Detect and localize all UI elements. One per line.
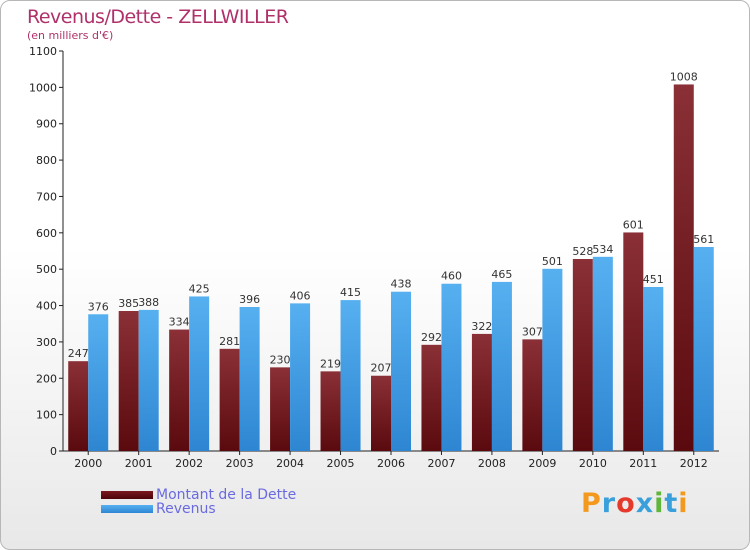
bar-dette [219, 348, 240, 451]
data-label-dette: 219 [320, 357, 341, 370]
y-tick-label: 1000 [29, 81, 57, 94]
data-label-dette: 1008 [670, 70, 698, 83]
proxiti-logo: Proxiti [581, 488, 689, 519]
logo-letter: o [616, 488, 636, 519]
data-label-dette: 334 [169, 316, 190, 329]
data-label-revenus: 438 [391, 278, 412, 291]
logo-letter: i [654, 488, 665, 519]
data-label-revenus: 451 [643, 273, 664, 286]
bar-revenus [693, 247, 714, 451]
y-tick-label: 800 [36, 154, 57, 167]
data-label-revenus: 425 [189, 282, 210, 295]
x-tick-label: 2005 [327, 457, 355, 470]
bar-revenus [441, 283, 462, 451]
bar-dette [169, 329, 190, 451]
bar-dette [68, 361, 89, 451]
bar-dette [623, 232, 644, 451]
y-tick-label: 200 [36, 372, 57, 385]
y-tick-label: 1100 [29, 45, 57, 58]
bar-dette [471, 333, 492, 451]
data-label-revenus: 376 [88, 300, 109, 313]
bar-dette [118, 311, 139, 451]
bar-dette [421, 344, 442, 451]
legend-swatch-revenus [101, 505, 153, 513]
legend-label-dette: Montant de la Dette [156, 487, 297, 503]
data-label-dette: 207 [371, 362, 392, 375]
bar-dette [572, 259, 593, 451]
legend-label-revenus: Revenus [156, 501, 216, 517]
x-tick-label: 2000 [74, 457, 102, 470]
y-tick-label: 500 [36, 263, 57, 276]
data-label-dette: 281 [219, 335, 240, 348]
bar-revenus [542, 268, 563, 451]
data-label-revenus: 388 [138, 296, 159, 309]
data-label-dette: 247 [68, 347, 89, 360]
bar-revenus [138, 309, 159, 451]
x-tick-label: 2009 [528, 457, 556, 470]
data-label-dette: 307 [522, 325, 543, 338]
bar-dette [673, 84, 694, 452]
bar-revenus [290, 303, 311, 451]
logo-letter: r [601, 488, 617, 519]
x-tick-label: 2011 [629, 457, 657, 470]
data-label-revenus: 501 [542, 255, 563, 268]
x-tick-label: 2010 [579, 457, 607, 470]
bar-revenus [491, 281, 512, 451]
data-label-dette: 292 [421, 331, 442, 344]
x-tick-label: 2003 [226, 457, 254, 470]
bar-dette [371, 375, 391, 451]
logo-letter: P [581, 488, 602, 519]
chart-title: Revenus/Dette - ZELLWILLER [27, 6, 289, 28]
x-tick-label: 2001 [125, 457, 153, 470]
x-tick-label: 2004 [276, 457, 304, 470]
y-tick-label: 0 [50, 445, 57, 458]
y-tick-label: 700 [36, 190, 57, 203]
x-tick-label: 2002 [175, 457, 203, 470]
data-label-dette: 601 [623, 218, 644, 231]
data-label-revenus: 406 [290, 289, 311, 302]
logo-letter: i [678, 488, 689, 519]
y-tick-label: 400 [36, 300, 57, 313]
data-label-dette: 322 [471, 320, 492, 333]
x-tick-label: 2012 [680, 457, 708, 470]
y-tick-label: 600 [36, 227, 57, 240]
data-labels-group: 247 376 385 388 334 425 281 396 230 406 219 415 207 4… [68, 70, 715, 374]
bar-revenus [189, 296, 210, 451]
data-label-dette: 230 [270, 353, 291, 366]
x-tick-label: 2008 [478, 457, 506, 470]
bar-dette [270, 367, 291, 451]
bar-revenus [391, 291, 411, 451]
data-label-revenus: 534 [592, 243, 613, 256]
bars-group [68, 84, 714, 452]
y-tick-label: 900 [36, 118, 57, 131]
bar-revenus [88, 314, 109, 451]
data-label-revenus: 396 [239, 293, 260, 306]
data-label-revenus: 460 [441, 270, 462, 283]
bar-revenus [592, 256, 613, 451]
chart-subtitle: (en milliers d'€) [27, 29, 114, 42]
bar-dette [522, 339, 543, 451]
data-label-revenus: 465 [491, 268, 512, 281]
y-tick-label: 100 [36, 409, 57, 422]
data-label-revenus: 561 [693, 233, 714, 246]
bar-revenus [340, 300, 361, 451]
legend-swatch-dette [101, 491, 153, 499]
data-label-dette: 385 [118, 297, 139, 310]
data-label-revenus: 415 [340, 286, 361, 299]
logo-letter: t [664, 488, 679, 519]
x-tick-label: 2007 [427, 457, 455, 470]
bar-revenus [643, 287, 664, 451]
bar-dette [320, 371, 341, 451]
logo-letter: x [635, 488, 655, 519]
y-tick-label: 300 [36, 336, 57, 349]
legend-item-dette: Montant de la Dette [101, 487, 297, 503]
legend-item-revenus: Revenus [101, 501, 216, 517]
x-tick-label: 2006 [377, 457, 405, 470]
bar-revenus [239, 307, 260, 451]
data-label-dette: 528 [572, 245, 593, 258]
